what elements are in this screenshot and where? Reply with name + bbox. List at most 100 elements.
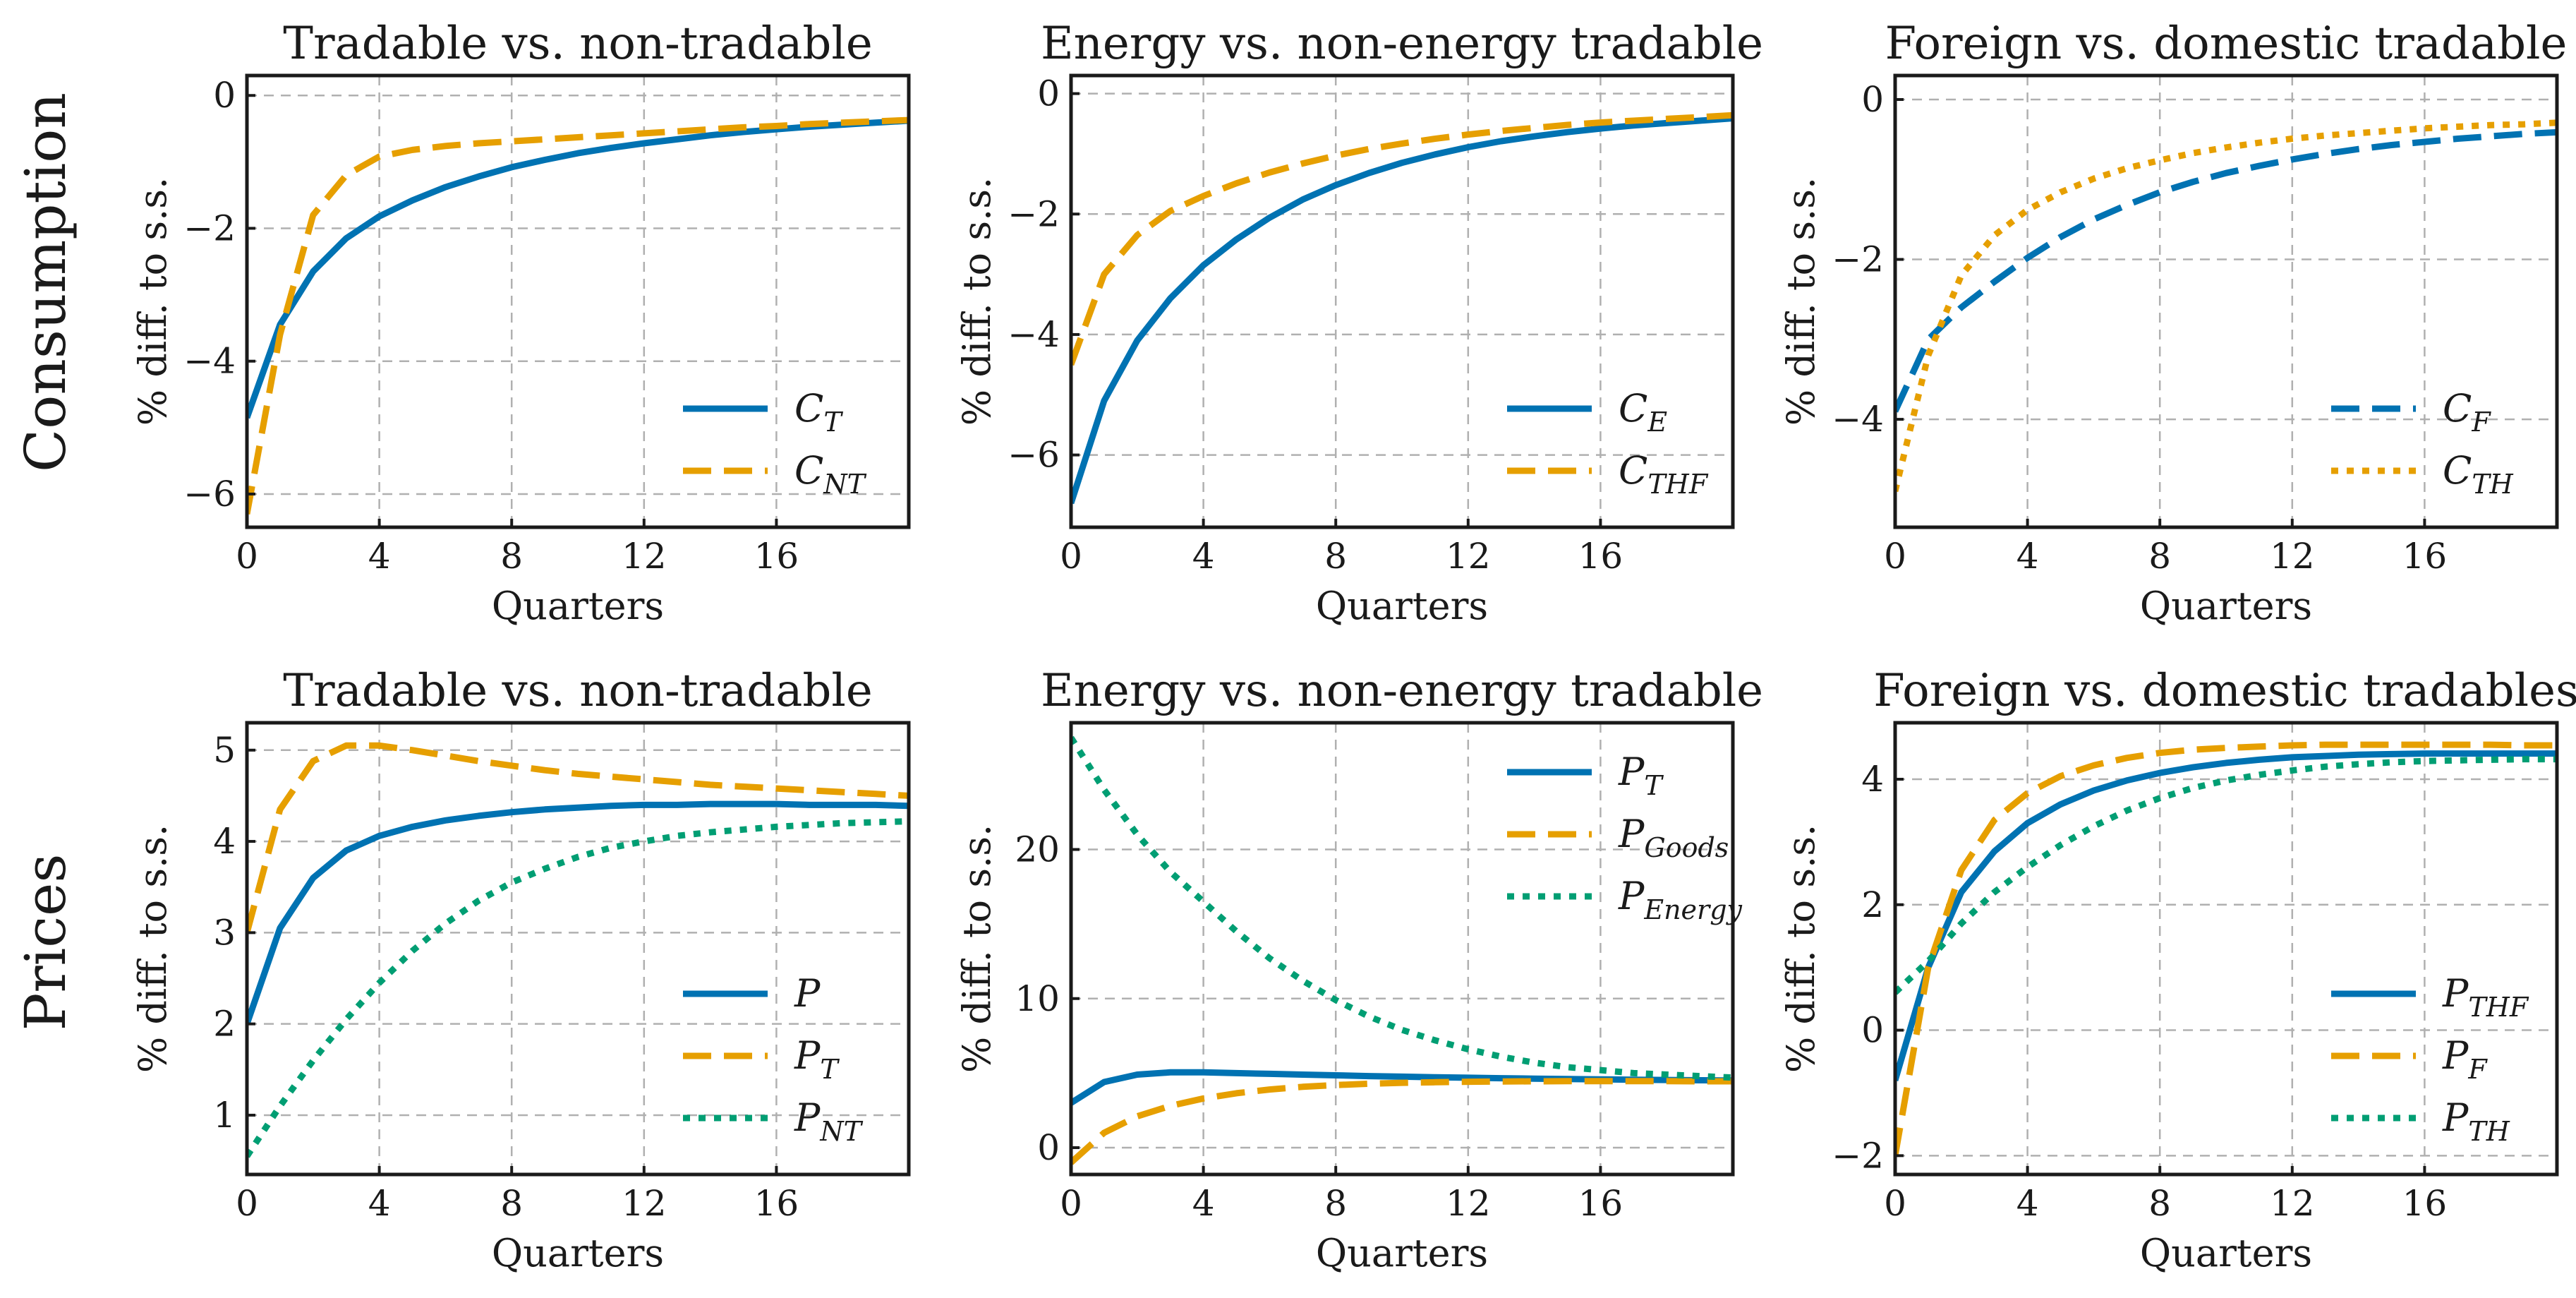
x-tick-label: 8 xyxy=(500,1183,523,1224)
y-tick-label: 4 xyxy=(1861,759,1884,800)
chart-panel-2: 0 4 8 12 16 0 −2 −4 −6 Energy vs. non-energy trad… xyxy=(955,18,1763,628)
series-line-p-f xyxy=(1895,741,2557,1157)
legend-label: PEnergy xyxy=(1618,874,1743,925)
x-tick-label: 4 xyxy=(1192,1183,1215,1224)
y-tick-label: 3 xyxy=(213,912,236,953)
x-tick-label: 8 xyxy=(1324,536,1347,577)
y-axis-label: % diff. to s.s. xyxy=(1779,177,1823,426)
y-tick-label: 0 xyxy=(213,75,236,116)
y-axis-label: % diff. to s.s. xyxy=(1779,824,1823,1073)
chart-panel-1: 0 4 8 12 16 0 −2 −4 −6 Tradable vs. non-tradable Q… xyxy=(131,18,911,628)
chart-title: Tradable vs. non-tradable xyxy=(283,665,872,717)
legend-label: PNT xyxy=(794,1095,864,1147)
x-tick-label: 12 xyxy=(2270,536,2315,577)
legend-label: CT xyxy=(794,386,843,438)
y-tick-label: −2 xyxy=(183,208,236,248)
x-tick-label: 8 xyxy=(500,536,523,577)
x-tick-label: 4 xyxy=(368,536,391,577)
legend-label: PTHF xyxy=(2442,971,2529,1023)
y-axis-label: % diff. to s.s. xyxy=(131,177,175,426)
y-tick-label: −4 xyxy=(183,341,236,382)
x-axis-label: Quarters xyxy=(492,1231,664,1275)
x-tick-label: 4 xyxy=(1192,536,1215,577)
x-tick-label: 4 xyxy=(2016,1183,2039,1224)
y-tick-label: 0 xyxy=(1037,1127,1060,1168)
row-label-consumption: Consumption xyxy=(13,92,78,472)
panels-grid: 0 4 8 12 16 0 −2 −4 −6 Tradable vs. non-tradable Q… xyxy=(131,18,2576,1275)
x-tick-label: 16 xyxy=(754,1183,799,1224)
x-tick-label: 8 xyxy=(1324,1183,1347,1224)
y-tick-label: 2 xyxy=(213,1004,236,1045)
series-line-p-th xyxy=(1895,756,2557,995)
x-tick-label: 12 xyxy=(622,536,667,577)
y-axis-label: % diff. to s.s. xyxy=(955,824,999,1073)
legend-label: PT xyxy=(1618,750,1664,801)
series-line-p-thf xyxy=(1895,750,2557,1081)
y-tick-label: −6 xyxy=(1008,435,1060,476)
plot-frame xyxy=(245,721,911,1177)
y-axis-label: % diff. to s.s. xyxy=(131,824,175,1073)
x-tick-label: 0 xyxy=(236,1183,258,1224)
x-axis-label: Quarters xyxy=(492,584,664,628)
y-tick-label: −4 xyxy=(1832,399,1884,440)
series-line-c-th xyxy=(1895,119,2557,493)
y-tick-label: 5 xyxy=(213,730,236,771)
x-tick-label: 16 xyxy=(1578,536,1623,577)
chart-title: Foreign vs. domestic tradables xyxy=(1873,665,2576,717)
legend-label: P xyxy=(794,971,821,1016)
legend-label: PGoods xyxy=(1618,812,1729,863)
x-axis-label: Quarters xyxy=(2140,584,2312,628)
chart-title: Energy vs. non-energy tradable xyxy=(1041,665,1763,717)
x-axis-label: Quarters xyxy=(1316,584,1488,628)
x-tick-label: 0 xyxy=(1884,1183,1906,1224)
plot-frame xyxy=(1893,721,2559,1177)
chart-title: Energy vs. non-energy tradable xyxy=(1041,18,1763,70)
series-line-c-thf xyxy=(1071,112,1733,366)
chart-title: Tradable vs. non-tradable xyxy=(283,18,872,70)
legend: P PT PNT xyxy=(683,971,864,1147)
x-tick-label: 0 xyxy=(236,536,258,577)
chart-panel-5: 0 4 8 12 16 0 10 20 Energy vs. non-energy tradab… xyxy=(955,665,1763,1275)
y-tick-label: −6 xyxy=(183,474,236,515)
legend-label: CTH xyxy=(2443,448,2514,500)
x-axis-label: Quarters xyxy=(2140,1231,2312,1275)
series-line-p-t xyxy=(1071,1069,1733,1106)
plot-frame xyxy=(245,73,911,529)
legend-label: PT xyxy=(794,1033,840,1085)
y-tick-label: 0 xyxy=(1861,79,1884,120)
x-tick-label: 16 xyxy=(2402,536,2448,577)
x-tick-label: 12 xyxy=(622,1183,667,1224)
y-tick-label: 4 xyxy=(213,821,236,862)
legend: CF CTH xyxy=(2331,386,2514,500)
y-axis-label: % diff. to s.s. xyxy=(955,177,999,426)
y-tick-label: 10 xyxy=(1015,978,1060,1019)
x-tick-label: 8 xyxy=(2148,1183,2171,1224)
series-line-p-t xyxy=(247,742,909,934)
chart-panel-3: 0 4 8 12 16 0 −2 −4 Foreign vs. domestic tradabl… xyxy=(1779,18,2567,628)
legend: PT PGoods PEnergy xyxy=(1507,750,1743,925)
y-tick-label: 0 xyxy=(1037,73,1060,114)
series-line-c-t xyxy=(247,117,909,419)
plot-frame xyxy=(1893,73,2559,529)
x-tick-label: 16 xyxy=(754,536,799,577)
y-tick-label: 20 xyxy=(1015,829,1060,870)
x-tick-label: 0 xyxy=(1884,536,1906,577)
legend-label: CTHF xyxy=(1619,448,1709,500)
legend-label: CE xyxy=(1619,386,1667,438)
chart-title: Foreign vs. domestic tradable xyxy=(1885,18,2568,70)
plot-frame xyxy=(1069,721,1735,1177)
x-tick-label: 0 xyxy=(1060,1183,1082,1224)
y-tick-label: −2 xyxy=(1008,193,1060,234)
series-line-p xyxy=(247,800,909,1026)
legend-label: PTH xyxy=(2442,1095,2510,1147)
x-tick-label: 4 xyxy=(368,1183,391,1224)
series-line-c-nt xyxy=(247,116,909,515)
legend: PTHF PF PTH xyxy=(2331,971,2529,1147)
row-label-prices: Prices xyxy=(13,854,78,1031)
x-tick-label: 12 xyxy=(1446,1183,1491,1224)
x-tick-label: 16 xyxy=(1578,1183,1623,1224)
legend-label: CF xyxy=(2443,386,2491,438)
x-tick-label: 0 xyxy=(1060,536,1082,577)
x-axis-label: Quarters xyxy=(1316,1231,1488,1275)
